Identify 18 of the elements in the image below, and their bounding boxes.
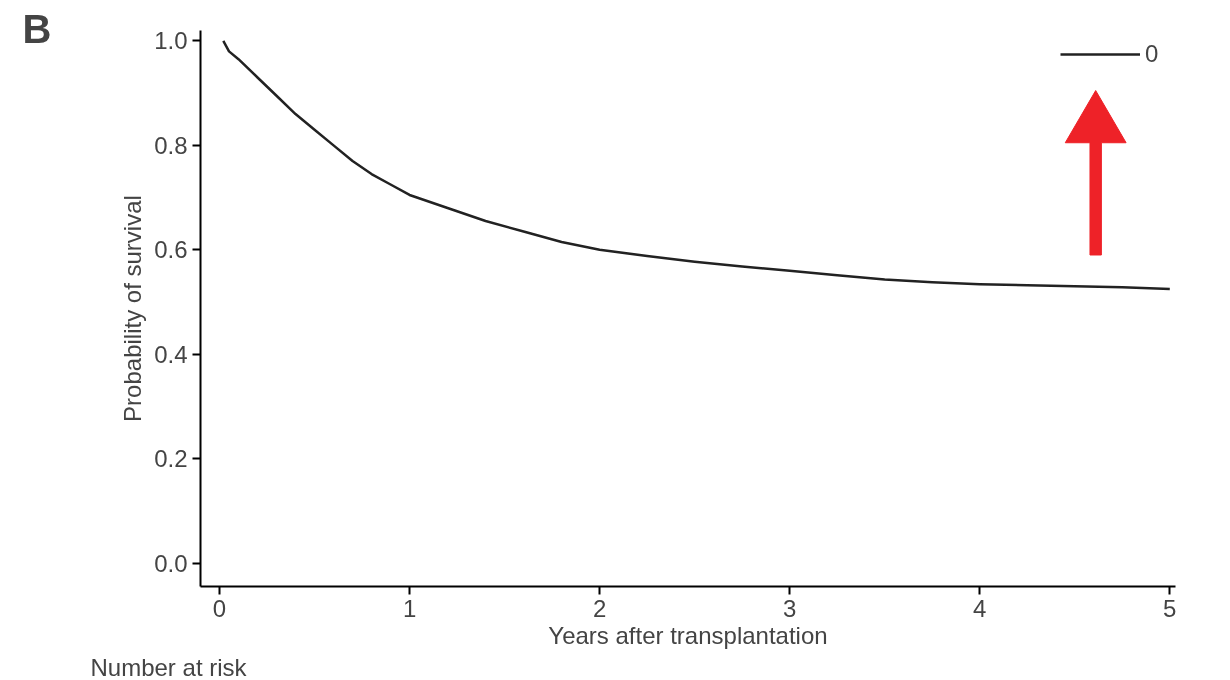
y-tick-label: 0.6 [154,236,188,264]
x-tick-label: 5 [1163,594,1177,622]
text: Number at risk [90,653,248,680]
line-series [222,39,1172,291]
legend-label: 0 [1145,40,1160,68]
x-axis-title: Years after transplantation [548,621,828,649]
x-tick-label: 3 [783,594,797,622]
y-tick-label: 0.0 [154,549,188,577]
x-tick-label: 1 [402,594,417,622]
y-tick-label: 0.8 [154,131,188,159]
x-tick-label: 0 [212,594,227,622]
y-tick-label: 1.0 [154,27,188,55]
chart-title: B [22,6,52,51]
y-tick-label: 0.2 [154,445,188,473]
y-axis-title: Probability of survival [119,195,147,422]
x-tick-label: 2 [592,594,607,622]
x-tick-label: 4 [973,594,987,622]
y-tick-label: 0.4 [154,340,188,368]
